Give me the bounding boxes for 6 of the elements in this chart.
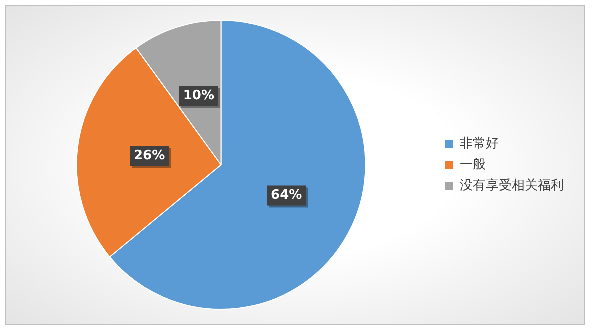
data-label: 26% — [134, 148, 166, 164]
legend-label: 没有享受相关福利 — [460, 177, 564, 194]
legend-label: 非常好 — [460, 136, 499, 152]
data-label: 10% — [183, 88, 214, 104]
legend-label: 一般 — [460, 157, 486, 172]
data-label: 64% — [271, 188, 302, 204]
